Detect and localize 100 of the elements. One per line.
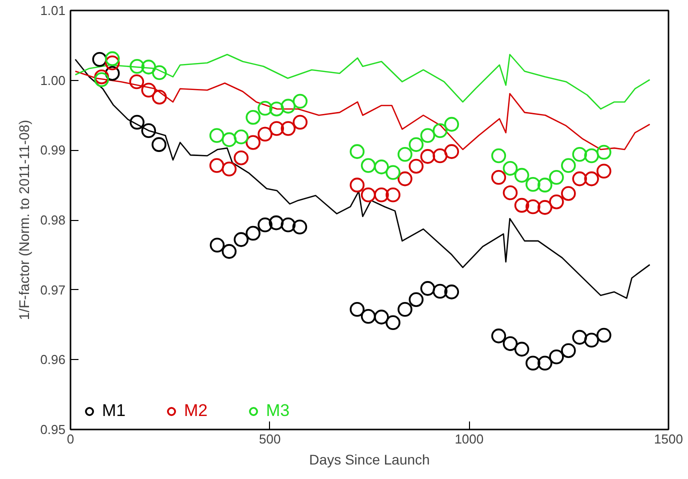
point <box>280 121 296 136</box>
y-tick-label: 1.00 <box>40 72 66 88</box>
point <box>386 165 400 180</box>
point <box>268 215 284 230</box>
y-tick-label: 0.96 <box>40 352 66 368</box>
point <box>526 199 540 214</box>
x-tick-label: 1000 <box>454 432 484 446</box>
point <box>246 110 260 125</box>
line-series <box>74 70 650 150</box>
point <box>572 171 587 186</box>
point <box>350 302 365 317</box>
point <box>130 114 144 130</box>
point <box>152 137 166 152</box>
y-tick-label: 0.99 <box>40 142 66 158</box>
point <box>561 343 576 358</box>
point <box>386 187 400 202</box>
point <box>572 146 587 162</box>
point <box>258 126 272 142</box>
point <box>514 168 530 183</box>
point <box>561 158 576 173</box>
point <box>152 65 167 80</box>
x-axis-title: Days Since Launch <box>309 452 430 468</box>
legend-label: M2 <box>184 401 208 421</box>
point <box>561 186 576 201</box>
point <box>280 218 296 232</box>
point <box>420 281 436 296</box>
point <box>386 315 400 330</box>
point <box>129 74 144 90</box>
point <box>502 160 518 176</box>
point <box>104 51 120 66</box>
point <box>526 356 540 371</box>
point <box>538 356 552 371</box>
point <box>209 128 224 143</box>
point <box>209 158 224 173</box>
point <box>269 121 284 136</box>
point <box>584 148 599 164</box>
point <box>292 94 308 109</box>
legend-label: M1 <box>102 401 126 421</box>
point <box>432 148 448 164</box>
point <box>246 226 260 241</box>
point <box>432 123 448 138</box>
point <box>408 158 424 174</box>
point <box>360 158 376 173</box>
x-tick-label: 1500 <box>654 432 683 446</box>
point <box>94 72 109 88</box>
point <box>526 177 540 192</box>
point <box>234 130 249 144</box>
point <box>538 178 552 192</box>
point <box>502 336 518 351</box>
point <box>246 135 260 150</box>
point <box>94 69 109 84</box>
y-tick-label: 0.97 <box>40 282 66 298</box>
point <box>584 332 599 348</box>
point <box>374 160 389 174</box>
point <box>222 132 237 148</box>
legend-label: M3 <box>266 401 290 421</box>
y-tick-label: 0.98 <box>40 212 66 228</box>
point <box>549 194 564 210</box>
point <box>141 82 156 98</box>
point <box>292 220 308 234</box>
point <box>234 232 249 247</box>
point <box>420 128 436 143</box>
point <box>152 90 167 104</box>
point <box>350 178 365 192</box>
point <box>491 328 506 344</box>
point <box>104 66 120 81</box>
point <box>408 292 424 307</box>
point <box>549 349 564 364</box>
point <box>538 200 552 215</box>
point <box>222 244 237 259</box>
point <box>408 137 424 152</box>
point <box>234 150 249 166</box>
line-series <box>74 58 650 299</box>
y-tick-label: 1.01 <box>40 3 66 18</box>
point <box>280 98 296 114</box>
point <box>549 170 564 185</box>
point <box>596 164 612 179</box>
point <box>350 144 365 159</box>
point <box>491 148 506 164</box>
point <box>374 187 389 202</box>
y-axis-title: 1/F-factor (Norm. to 2011-11-08) <box>16 120 32 320</box>
point <box>491 170 506 185</box>
point <box>444 284 460 300</box>
point <box>444 116 460 132</box>
point <box>360 187 376 202</box>
point <box>398 146 412 162</box>
point <box>398 171 412 186</box>
point <box>258 100 272 116</box>
point <box>432 284 448 299</box>
point <box>141 60 156 74</box>
point <box>130 58 144 74</box>
x-tick-label: 0 <box>66 432 74 446</box>
y-tick-label: 0.95 <box>40 422 66 437</box>
point <box>92 52 108 67</box>
point <box>210 238 225 253</box>
point <box>222 162 237 176</box>
point <box>514 198 530 213</box>
line-series <box>74 54 650 110</box>
point <box>374 310 389 324</box>
point <box>444 144 460 159</box>
